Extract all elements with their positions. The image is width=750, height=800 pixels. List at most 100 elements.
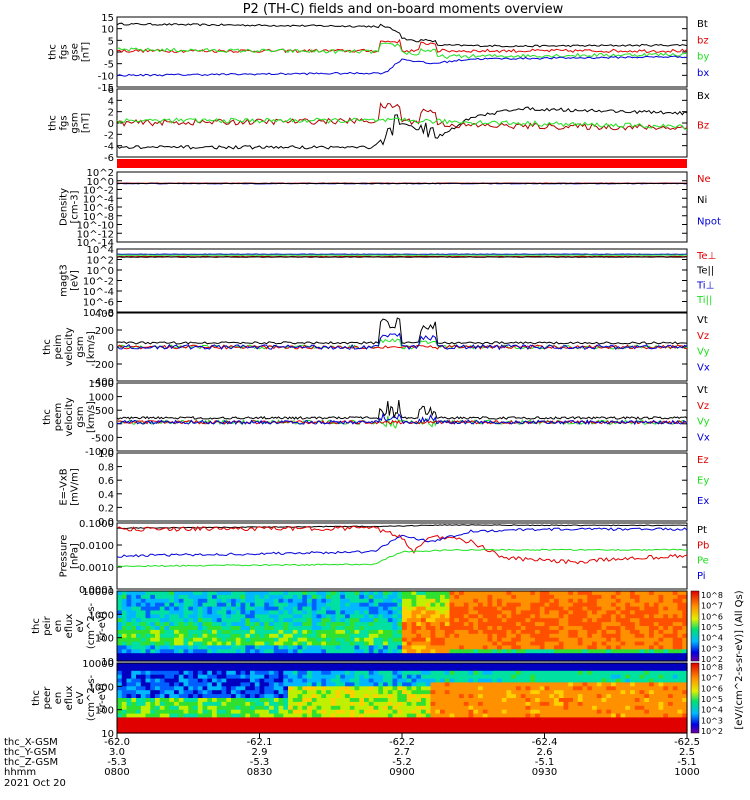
spec-pixel bbox=[421, 670, 427, 676]
spec-pixel bbox=[411, 641, 417, 647]
spec-pixel bbox=[126, 629, 132, 635]
spec-pixel bbox=[425, 602, 432, 608]
spec-pixel bbox=[487, 633, 493, 639]
spec-pixel bbox=[159, 705, 166, 711]
spec-pixel bbox=[497, 618, 503, 623]
spec-pixel bbox=[297, 637, 303, 643]
spec-pixel bbox=[193, 666, 199, 672]
spec-pixel bbox=[601, 610, 607, 615]
spec-pixel bbox=[525, 686, 531, 691]
spec-pixel bbox=[387, 725, 394, 730]
spec-pixel bbox=[649, 713, 655, 719]
spec-pixel bbox=[440, 678, 446, 684]
spec-pixel bbox=[321, 633, 327, 639]
spec-pixel bbox=[582, 641, 588, 647]
spec-pixel bbox=[392, 591, 398, 596]
spec-pixel bbox=[682, 614, 688, 619]
spec-pixel bbox=[554, 666, 560, 672]
spec-pixel bbox=[330, 653, 337, 658]
spec-pixel bbox=[207, 666, 213, 672]
spec-pixel bbox=[468, 717, 474, 722]
spec-pixel bbox=[117, 713, 123, 719]
spec-pixel bbox=[145, 641, 151, 647]
spec-pixel bbox=[682, 610, 688, 615]
spec-pixel bbox=[563, 663, 569, 668]
spec-pixel bbox=[326, 709, 332, 715]
spec-pixel bbox=[644, 698, 650, 703]
spec-pixel bbox=[212, 629, 218, 635]
spec-pixel bbox=[321, 698, 327, 703]
spec-pixel bbox=[444, 701, 451, 707]
spec-pixel bbox=[421, 721, 427, 726]
spec-pixel bbox=[568, 666, 574, 672]
spec-pixel bbox=[554, 614, 560, 619]
spec-pixel bbox=[164, 633, 170, 639]
spec-pixel bbox=[212, 705, 218, 711]
spec-pixel bbox=[634, 721, 641, 726]
spec-pixel bbox=[568, 717, 574, 722]
spec-pixel bbox=[207, 694, 213, 699]
spec-pixel bbox=[582, 717, 588, 722]
spec-pixel bbox=[302, 602, 308, 608]
spec-pixel bbox=[307, 614, 313, 619]
spec-pixel bbox=[254, 721, 261, 726]
spec-pixel bbox=[297, 674, 303, 680]
spec-pixel bbox=[345, 602, 351, 608]
spec-pixel bbox=[330, 591, 337, 596]
spec-pixel bbox=[188, 645, 194, 650]
spec-pixel bbox=[359, 709, 365, 715]
spec-pixel bbox=[311, 663, 318, 668]
spec-pixel bbox=[615, 602, 622, 608]
spec-pixel bbox=[454, 602, 460, 608]
spec-pixel bbox=[269, 686, 275, 691]
spec-pixel bbox=[672, 690, 679, 695]
spec-pixel bbox=[378, 698, 384, 703]
spec-pixel bbox=[321, 717, 327, 722]
spec-pixel bbox=[378, 653, 384, 658]
spec-pixel bbox=[668, 637, 674, 643]
spec-pixel bbox=[368, 721, 375, 726]
spec-pixel bbox=[530, 663, 536, 668]
spec-pixel bbox=[302, 729, 308, 734]
spec-pixel bbox=[630, 618, 636, 623]
spec-pixel bbox=[568, 682, 574, 687]
spec-pixel bbox=[639, 637, 645, 643]
spec-pixel bbox=[178, 633, 185, 639]
y-tick-label: 10^-8 bbox=[83, 212, 114, 223]
spec-pixel bbox=[482, 598, 489, 604]
spec-pixel bbox=[449, 686, 455, 691]
spec-pixel bbox=[345, 674, 351, 680]
spec-pixel bbox=[501, 622, 508, 627]
spec-pixel bbox=[530, 666, 536, 672]
spec-pixel bbox=[592, 698, 598, 703]
spec-pixel bbox=[373, 686, 379, 691]
spec-pixel bbox=[174, 610, 180, 615]
spec-pixel bbox=[269, 690, 275, 695]
spec-pixel bbox=[178, 649, 185, 654]
spec-pixel bbox=[297, 622, 303, 627]
spec-pixel bbox=[354, 653, 360, 658]
spec-pixel bbox=[672, 670, 679, 676]
spec-pixel bbox=[530, 694, 536, 699]
spec-pixel bbox=[672, 594, 679, 600]
spec-pixel bbox=[440, 610, 446, 615]
spec-pixel bbox=[373, 670, 379, 676]
spec-pixel bbox=[131, 618, 137, 623]
spec-pixel bbox=[288, 698, 294, 703]
spec-pixel bbox=[487, 637, 493, 643]
spec-pixel bbox=[245, 717, 251, 722]
spec-pixel bbox=[535, 606, 541, 612]
spec-pixel bbox=[435, 641, 441, 647]
spec-pixel bbox=[430, 629, 436, 635]
spec-pixel bbox=[311, 694, 318, 699]
spec-pixel bbox=[302, 717, 308, 722]
spec-pixel bbox=[164, 614, 170, 619]
spec-pixel bbox=[615, 645, 622, 650]
panel-frame bbox=[116, 452, 688, 522]
spec-pixel bbox=[387, 729, 394, 734]
spec-pixel bbox=[558, 641, 565, 647]
spec-pixel bbox=[226, 602, 232, 608]
spec-pixel bbox=[554, 629, 560, 635]
spec-pixel bbox=[668, 698, 674, 703]
spec-pixel bbox=[440, 709, 446, 715]
